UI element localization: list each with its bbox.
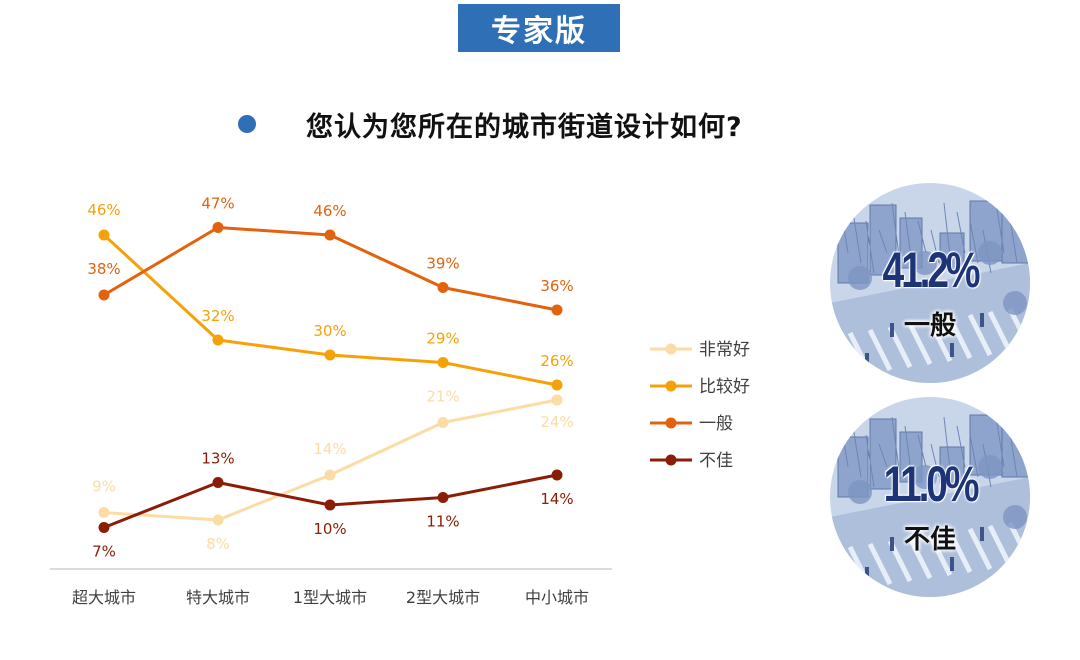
legend-entry-label: 非常好	[699, 340, 750, 360]
data-point	[212, 222, 224, 233]
data-point	[324, 469, 336, 481]
data-point	[98, 229, 110, 241]
data-point	[437, 282, 449, 293]
data-point	[437, 492, 449, 503]
legend-swatch-marker	[665, 380, 677, 392]
data-label: 10%	[313, 520, 346, 538]
data-point	[98, 289, 110, 301]
data-label: 30%	[313, 322, 346, 340]
data-point	[98, 507, 110, 518]
legend-swatch-marker	[665, 417, 677, 429]
data-point	[212, 514, 224, 526]
data-label: 38%	[87, 260, 120, 278]
data-label: 47%	[201, 195, 234, 213]
street-photo-illustration	[830, 183, 1030, 383]
data-label: 11%	[426, 513, 459, 531]
data-point	[551, 469, 563, 481]
data-label: 36%	[540, 277, 573, 295]
street-photo-illustration	[830, 397, 1030, 597]
legend-swatch-marker	[665, 454, 677, 466]
legend-swatch-marker	[665, 343, 677, 355]
stat-circle-poor: 11.0% 不佳	[830, 397, 1030, 597]
bullet-icon	[238, 115, 256, 133]
data-label: 29%	[426, 330, 459, 348]
data-label: 39%	[426, 255, 459, 273]
data-point	[551, 379, 563, 391]
data-label: 8%	[206, 535, 230, 553]
x-tick-label: 2型大城市	[406, 588, 480, 607]
data-label: 13%	[201, 450, 234, 468]
data-point	[437, 357, 449, 368]
data-point	[212, 477, 224, 488]
data-label: 46%	[313, 202, 346, 220]
legend-entry-label: 比较好	[699, 377, 750, 397]
data-label: 26%	[540, 352, 573, 370]
data-label: 7%	[92, 543, 116, 561]
data-label: 14%	[313, 440, 346, 458]
x-tick-label: 1型大城市	[293, 588, 367, 607]
data-label: 24%	[540, 413, 573, 431]
stat-value-general: 41.2%	[882, 242, 981, 298]
data-point	[437, 417, 449, 428]
data-label: 14%	[540, 490, 573, 508]
data-point	[551, 304, 563, 316]
legend-entry-label: 不佳	[699, 451, 733, 471]
x-tick-label: 中小城市	[525, 588, 589, 607]
legend-entry-label: 一般	[699, 414, 733, 434]
x-tick-label: 超大城市	[72, 588, 136, 607]
data-label: 32%	[201, 307, 234, 325]
line-chart: 超大城市 特大城市 1型大城市 2型大城市 中小城市 9% 8% 14% 21% 24% 46% 32…	[50, 195, 750, 607]
data-label: 21%	[426, 388, 459, 406]
x-tick-label: 特大城市	[186, 588, 250, 607]
stat-label-general: 一般	[903, 311, 956, 341]
question-row: 您认为您所在的城市街道设计如何?	[238, 104, 743, 144]
data-point	[98, 522, 110, 533]
data-label: 46%	[87, 201, 120, 219]
data-point	[324, 349, 336, 361]
data-point	[551, 394, 563, 406]
edition-badge: 专家版	[458, 4, 620, 52]
data-point	[212, 334, 224, 346]
stat-value-poor: 11.0%	[883, 456, 980, 512]
stat-circle-general: 41.2% 一般	[830, 183, 1030, 383]
data-point	[324, 499, 336, 511]
stat-label-poor: 不佳	[903, 525, 956, 555]
series-line-1	[102, 233, 558, 387]
data-label: 9%	[92, 478, 116, 496]
question-title: 您认为您所在的城市街道设计如何?	[306, 111, 743, 143]
data-point	[324, 229, 336, 241]
